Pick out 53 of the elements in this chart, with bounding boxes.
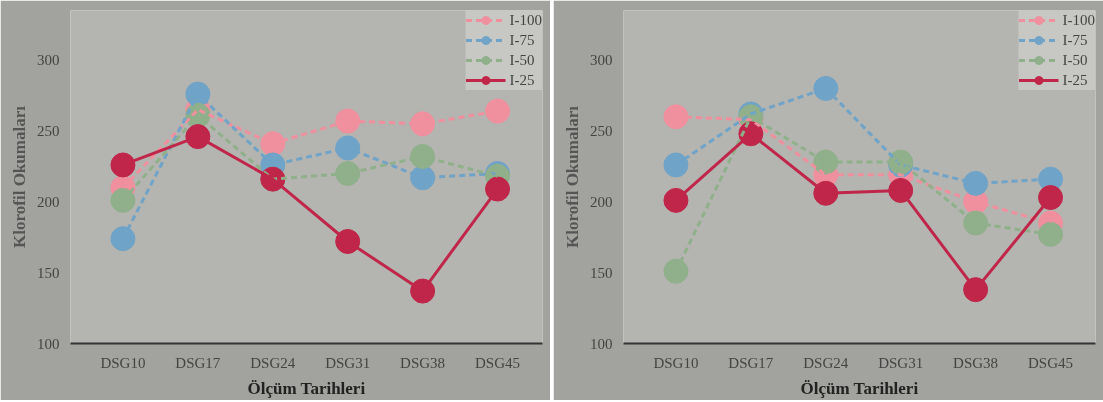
x-tick-label: DSG31 <box>878 354 924 371</box>
x-axis-title: Ölçüm Tarihleri <box>800 378 919 398</box>
y-tick-label: 250 <box>37 122 60 139</box>
y-tick-label: 150 <box>590 264 613 281</box>
x-tick-label: DSG17 <box>175 354 221 371</box>
y-tick-label: 100 <box>590 335 613 352</box>
point <box>963 210 989 236</box>
y-tick-label: 200 <box>37 193 60 210</box>
point <box>410 111 436 137</box>
point <box>663 104 689 130</box>
x-tick-label: DSG45 <box>1028 354 1074 371</box>
point <box>663 258 689 284</box>
point <box>813 75 839 101</box>
legend-label: I-100 <box>509 11 542 29</box>
legend-label: I-100 <box>1062 11 1095 29</box>
y-tick-label: 100 <box>37 335 60 352</box>
x-tick-label: DSG24 <box>250 354 296 371</box>
legend-label: I-75 <box>1062 31 1088 49</box>
y-axis-title: Klorofil Okumaları <box>10 105 29 248</box>
x-tick-label: DSG10 <box>100 354 146 371</box>
y-axis-title: Klorofil Okumaları <box>563 105 582 248</box>
y-tick-label: 150 <box>37 264 60 281</box>
legend-label: I-50 <box>509 51 535 69</box>
x-tick-label: DSG24 <box>803 354 849 371</box>
point <box>410 143 436 169</box>
legend-label: I-75 <box>509 31 535 49</box>
y-tick-label: 200 <box>590 193 613 210</box>
point <box>963 170 989 196</box>
x-tick-label: DSG45 <box>475 354 521 371</box>
y-tick-label: 300 <box>590 52 613 69</box>
x-tick-label: DSG38 <box>953 354 999 371</box>
legend-label: I-50 <box>1062 51 1088 69</box>
x-axis-title: Ölçüm Tarihleri <box>247 378 366 398</box>
point <box>663 187 689 213</box>
point <box>485 98 511 124</box>
legend-label: I-25 <box>1062 71 1088 89</box>
point <box>485 176 511 202</box>
x-tick-label: DSG31 <box>325 354 371 371</box>
point <box>110 152 136 178</box>
point <box>663 152 689 178</box>
point <box>1038 221 1064 247</box>
point <box>335 160 361 186</box>
point <box>110 226 136 252</box>
point <box>335 108 361 134</box>
x-tick-label: DSG17 <box>728 354 774 371</box>
legend-label: I-25 <box>509 71 535 89</box>
point <box>1038 185 1064 211</box>
point <box>335 135 361 161</box>
x-tick-label: DSG38 <box>400 354 446 371</box>
y-tick-label: 300 <box>37 52 60 69</box>
x-tick-label: DSG10 <box>653 354 699 371</box>
y-tick-label: 250 <box>590 122 613 139</box>
point <box>110 187 136 213</box>
